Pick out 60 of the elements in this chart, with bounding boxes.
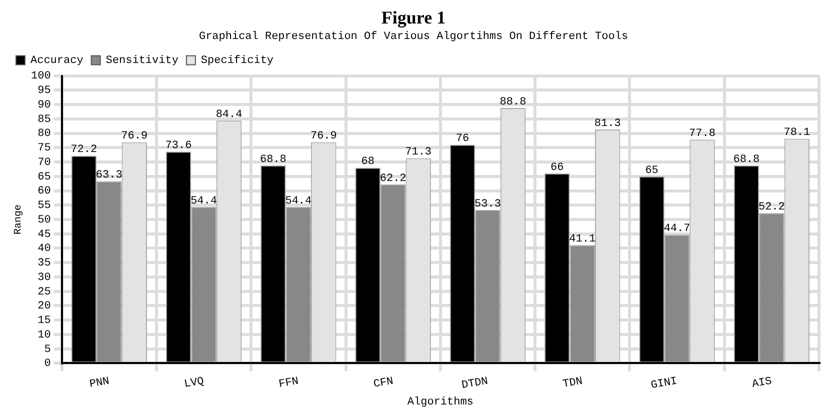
- data-label: 81.3: [594, 118, 621, 130]
- data-label: 76.9: [121, 130, 148, 143]
- data-label: 77.8: [689, 128, 716, 140]
- y-tick-label: 5: [44, 344, 51, 356]
- y-tick-label: 90: [38, 99, 51, 112]
- y-tick-label: 30: [38, 272, 51, 284]
- data-label: 78.1: [784, 127, 811, 140]
- data-label: 76: [456, 133, 470, 146]
- x-tick-label: GINI: [650, 376, 678, 392]
- y-tick-label: 45: [38, 228, 51, 241]
- data-label: 88.8: [500, 96, 526, 108]
- y-tick-label: 65: [38, 171, 51, 184]
- y-tick-label: 15: [38, 315, 51, 328]
- data-label: 66: [550, 162, 564, 174]
- legend-label: Specificity: [200, 55, 274, 68]
- x-axis-title: Algorithms: [407, 396, 474, 408]
- x-tick-label: CFN: [372, 376, 394, 391]
- data-label: 63.3: [96, 170, 122, 182]
- data-label: 68: [361, 156, 374, 168]
- data-label: 65: [645, 164, 658, 177]
- x-tick-label: PNN: [88, 376, 110, 391]
- y-tick-label: 70: [38, 156, 51, 169]
- y-tick-label: 75: [38, 142, 51, 155]
- y-tick-label: 50: [38, 214, 51, 226]
- y-tick-label: 55: [38, 200, 51, 212]
- data-label: 68.8: [733, 154, 760, 166]
- y-tick-label: 40: [38, 243, 51, 256]
- y-tick-label: 60: [38, 186, 51, 198]
- y-tick-label: 35: [38, 258, 51, 270]
- data-label: 68.8: [260, 154, 286, 166]
- data-label: 54.4: [285, 195, 312, 208]
- x-tick-label: DTDN: [460, 376, 489, 392]
- data-label: 84.4: [216, 109, 243, 122]
- x-tick-label: AIS: [751, 376, 774, 391]
- y-tick-label: 85: [38, 114, 51, 126]
- data-label: 62.2: [380, 172, 406, 185]
- legend-label: Sensitivity: [106, 55, 179, 68]
- data-label: 52.2: [758, 202, 785, 214]
- y-tick-label: 0: [44, 358, 51, 370]
- y-tick-label: 95: [38, 85, 51, 98]
- legend-label: Accuracy: [30, 55, 84, 68]
- y-axis-title: Range: [14, 204, 25, 235]
- x-tick-label: LVQ: [183, 376, 206, 391]
- data-label: 76.9: [310, 130, 337, 143]
- x-tick-label: TDN: [562, 376, 584, 391]
- data-label: 53.3: [474, 198, 501, 210]
- y-tick-label: 20: [38, 300, 51, 313]
- data-label: 44.7: [664, 223, 690, 236]
- data-label: 54.4: [190, 195, 218, 208]
- chart-title: Figure 1: [381, 7, 446, 28]
- y-tick-label: 80: [38, 128, 51, 140]
- data-label: 72.2: [70, 144, 98, 156]
- data-label: 73.6: [165, 140, 192, 152]
- y-tick-label: 25: [38, 286, 51, 298]
- y-tick-label: 10: [38, 329, 51, 342]
- chart-subtitle: Graphical Representation Of Various Algortihms On Different Tools: [198, 31, 628, 44]
- data-label: 71.3: [405, 146, 432, 159]
- data-label: 41.1: [569, 233, 596, 246]
- x-tick-label: FFN: [278, 376, 300, 391]
- y-tick-label: 100: [30, 70, 51, 83]
